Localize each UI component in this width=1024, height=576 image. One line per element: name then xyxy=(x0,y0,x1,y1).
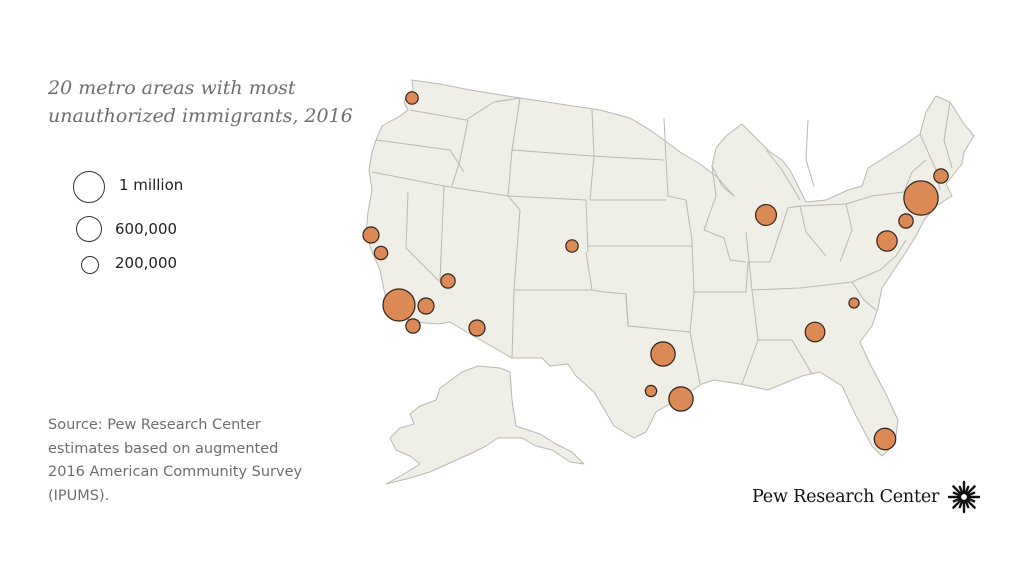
state-border-23 xyxy=(845,191,905,205)
state-border-18 xyxy=(741,231,759,385)
metro-bubble xyxy=(382,288,416,322)
size-legend: 1 million 600,000 200,000 xyxy=(60,160,280,290)
metro-bubble-boston xyxy=(933,168,949,184)
state-border-6 xyxy=(511,97,665,161)
sunburst-ray xyxy=(952,498,963,509)
metro-bubble-denver xyxy=(565,239,579,253)
metro-bubble-charlotte xyxy=(848,297,860,309)
brand: Pew Research Center xyxy=(752,480,981,514)
metro-bubble-san-diego xyxy=(405,318,421,334)
map-title-line2: unauthorized immigrants, 2016 xyxy=(48,105,353,127)
metro-bubble xyxy=(668,386,694,412)
sunburst-ray xyxy=(952,491,962,497)
legend-circle-medium xyxy=(76,216,102,242)
sunburst-ray xyxy=(966,497,976,503)
metro-bubble xyxy=(804,321,826,343)
metro-bubble xyxy=(898,213,914,229)
metro-bubble xyxy=(440,273,456,289)
metro-bubble xyxy=(405,318,421,334)
state-border-5 xyxy=(451,119,469,187)
metro-bubble-houston xyxy=(668,386,694,412)
metro-bubble xyxy=(650,341,676,367)
metro-bubble xyxy=(848,297,860,309)
legend-label-large: 1 million xyxy=(119,176,184,194)
state-border-19 xyxy=(751,269,881,291)
sunburst-ray xyxy=(952,497,962,503)
state-border-28 xyxy=(903,159,927,193)
state-border-27 xyxy=(879,239,907,271)
metro-bubble xyxy=(873,427,897,451)
metro-bubble-miami xyxy=(873,427,897,451)
state-border-30 xyxy=(943,101,953,169)
state-border-24 xyxy=(765,149,801,201)
state-border-8 xyxy=(511,289,515,359)
metro-bubble xyxy=(754,203,778,227)
sunburst-ray xyxy=(958,499,964,509)
metro-bubble xyxy=(405,91,419,105)
metro-bubble xyxy=(468,319,486,337)
alaska-landmass xyxy=(385,365,585,485)
state-border-3 xyxy=(443,185,521,291)
metro-bubble-riverside-san-bernardino xyxy=(417,297,435,315)
metro-bubble-san-jose xyxy=(373,245,389,261)
metro-bubble xyxy=(373,245,389,261)
metro-bubble-dallas-fort-worth xyxy=(650,341,676,367)
state-border-11 xyxy=(589,109,595,201)
state-border-26 xyxy=(851,281,877,311)
metro-bubble xyxy=(933,168,949,184)
map-title: 20 metro areas with most unauthorized im… xyxy=(48,74,388,130)
state-border-25 xyxy=(805,119,815,187)
state-border-20 xyxy=(758,339,813,375)
legend-circle-large xyxy=(73,171,105,203)
sunburst-ray xyxy=(965,485,976,496)
metro-bubble-new-york xyxy=(903,180,939,216)
brand-name: Pew Research Center xyxy=(752,487,940,507)
state-border-22 xyxy=(799,203,853,263)
metro-bubble xyxy=(417,297,435,315)
sunburst-ray xyxy=(965,498,976,509)
state-border-15 xyxy=(694,261,770,293)
metro-bubble xyxy=(876,230,898,252)
sunburst-ray xyxy=(966,491,976,497)
state-border-1 xyxy=(375,139,465,173)
source-note: Source: Pew Research Center estimates ba… xyxy=(48,417,303,504)
map-title-line1: 20 metro areas with most xyxy=(48,77,296,99)
state-border-0 xyxy=(409,97,521,121)
state-border-4 xyxy=(405,191,445,287)
metro-bubble-philadelphia xyxy=(898,213,914,229)
sunburst-ray xyxy=(952,485,963,496)
metro-bubble-san-francisco xyxy=(362,226,380,244)
state-border-16 xyxy=(625,293,629,327)
metro-bubble-los-angeles xyxy=(382,288,416,322)
legend-label-small: 200,000 xyxy=(115,254,178,272)
metro-bubble-chicago xyxy=(754,203,778,227)
metro-bubble xyxy=(644,384,658,398)
pew-sunburst-icon xyxy=(947,480,981,514)
state-border-7 xyxy=(507,149,589,253)
legend-circle-small xyxy=(81,256,99,274)
sunburst-ray xyxy=(964,485,970,495)
state-border-17 xyxy=(703,165,747,263)
sunburst-ray xyxy=(958,485,964,495)
legend-label-medium: 600,000 xyxy=(115,220,178,238)
metro-bubble-phoenix xyxy=(468,319,486,337)
metro-bubble-seattle xyxy=(405,91,419,105)
metro-bubble xyxy=(565,239,579,253)
metro-bubble xyxy=(362,226,380,244)
metro-bubble-washington xyxy=(876,230,898,252)
metro-bubble-las-vegas xyxy=(440,273,456,289)
metro-bubble xyxy=(903,180,939,216)
sunburst-ray xyxy=(964,499,970,509)
metro-bubble-atlanta xyxy=(804,321,826,343)
map-land xyxy=(365,79,975,485)
state-borders xyxy=(371,97,953,385)
metro-bubble-san-antonio xyxy=(644,384,658,398)
metro-bubbles xyxy=(362,91,949,451)
